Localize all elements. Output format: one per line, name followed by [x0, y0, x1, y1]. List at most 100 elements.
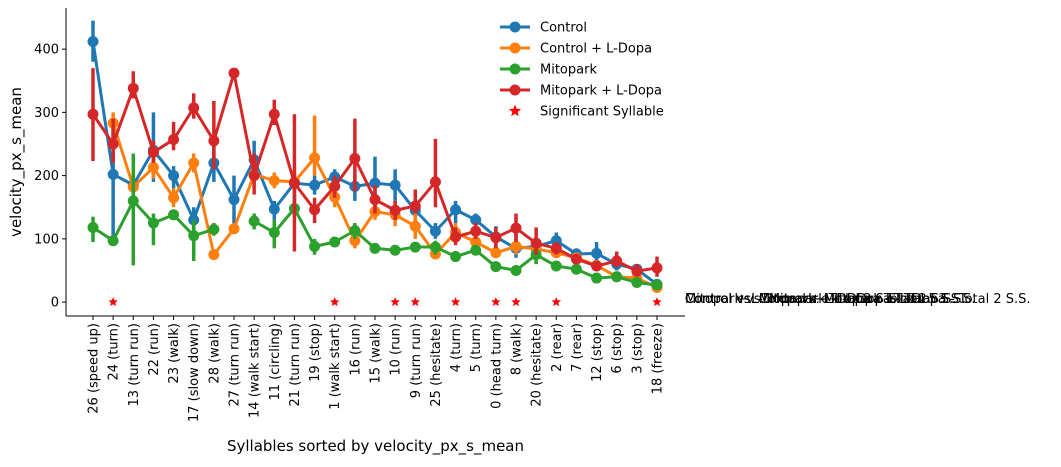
legend-label: Control + L-Dopa: [540, 42, 652, 57]
data-point: [611, 255, 623, 267]
data-point: [450, 251, 462, 263]
data-point: [248, 215, 260, 227]
data-point: [470, 214, 482, 226]
y-axis-label: velocity_px_s_mean: [7, 87, 26, 237]
legend-item: Control: [500, 21, 587, 36]
y-axis: 0 100 200 300 400: [34, 8, 67, 316]
data-point: [208, 223, 220, 235]
data-point: [87, 108, 99, 120]
data-point: [147, 217, 159, 229]
data-point: [570, 253, 582, 265]
data-point: [107, 138, 119, 150]
data-point: [470, 236, 482, 248]
legend-star: [508, 104, 522, 117]
legend-label: Control: [540, 21, 587, 36]
x-tick-label: 8 (walk): [510, 323, 525, 375]
data-point: [309, 240, 321, 252]
legend-marker: [509, 42, 521, 54]
significant-star: [551, 297, 562, 307]
data-point: [409, 220, 421, 232]
data-point: [611, 271, 623, 283]
data-point: [349, 225, 361, 237]
x-axis: 26 (speed up) 24 (turn) 13 (turn run) 22 (r…: [66, 315, 685, 422]
legend-item: Control + L-Dopa: [500, 42, 652, 57]
data-point: [147, 146, 159, 158]
series-3: [87, 67, 663, 277]
data-point: [87, 36, 99, 48]
significant-star: [450, 297, 461, 307]
x-axis-label: Syllables sorted by velocity_px_s_mean: [227, 437, 524, 456]
series-2: [87, 153, 663, 291]
data-point: [409, 200, 421, 212]
data-point: [510, 222, 522, 234]
data-point: [188, 157, 200, 169]
data-point: [510, 264, 522, 276]
data-point: [349, 153, 361, 165]
data-point: [570, 263, 582, 275]
data-point: [369, 242, 381, 254]
data-point: [268, 175, 280, 187]
y-tick-label: 0: [51, 296, 59, 311]
significance-markers: [108, 297, 662, 307]
x-tick-label: 28 (walk): [207, 323, 222, 384]
x-tick-label: 18 (freeze): [651, 323, 666, 394]
data-point: [107, 235, 119, 247]
data-point: [329, 180, 341, 192]
significance-annotation: Control vs. Mitopark + L-Dopa - Total 5 …: [685, 292, 966, 307]
x-tick-label: 22 (run): [147, 323, 162, 376]
data-point: [309, 204, 321, 216]
data-point: [450, 204, 462, 216]
data-point: [228, 67, 240, 79]
significant-star: [390, 297, 400, 307]
data-point: [631, 265, 643, 277]
legend-label: Mitopark + L-Dopa: [540, 84, 662, 99]
significant-star: [491, 297, 501, 307]
data-point: [369, 177, 381, 189]
data-point: [591, 272, 603, 284]
y-tick-label: 400: [34, 43, 59, 58]
data-point: [168, 192, 180, 204]
data-point: [228, 223, 240, 235]
data-point: [228, 194, 240, 206]
series-layer: [87, 20, 663, 294]
x-tick-label: 10 (run): [389, 323, 404, 376]
y-tick-label: 300: [34, 106, 59, 121]
data-point: [550, 235, 562, 247]
x-tick-label: 7 (rear): [570, 323, 585, 372]
significant-star: [108, 297, 118, 307]
significant-star: [410, 297, 421, 307]
data-point: [329, 236, 341, 248]
data-point: [550, 260, 562, 272]
x-tick-label: 26 (speed up): [87, 323, 102, 414]
data-point: [248, 170, 260, 182]
significance-annotation: Control + L-Dopa vs. Mitopark + L-Dopa -…: [685, 292, 1031, 307]
data-point: [127, 195, 139, 207]
x-tick-label: 13 (turn run): [127, 323, 142, 406]
data-point: [651, 262, 663, 274]
data-point: [369, 194, 381, 206]
x-tick-label: 5 (turn): [469, 323, 484, 372]
x-tick-label: 15 (walk): [369, 323, 384, 384]
data-point: [429, 176, 441, 188]
annotations: Control vs. Control + L-Dopa - Total 2 S…: [685, 292, 1031, 307]
legend-marker: [509, 84, 521, 96]
data-point: [389, 204, 401, 216]
legend-marker: [509, 21, 521, 33]
data-point: [268, 203, 280, 215]
x-tick-label: 24 (turn): [107, 323, 122, 381]
legend-label: Mitopark: [540, 63, 597, 78]
y-tick-label: 100: [34, 232, 59, 247]
data-point: [591, 260, 603, 272]
data-point: [309, 179, 321, 191]
data-point: [188, 230, 200, 242]
data-point: [268, 227, 280, 239]
x-tick-label: 25 (hesitate): [429, 323, 444, 407]
x-tick-label: 16 (run): [348, 323, 363, 376]
x-tick-label: 9 (turn run): [409, 323, 424, 398]
data-point: [389, 244, 401, 256]
data-point: [651, 279, 663, 291]
data-point: [490, 232, 502, 244]
x-tick-label: 6 (stop): [610, 323, 625, 374]
data-point: [389, 179, 401, 191]
data-point: [309, 152, 321, 164]
